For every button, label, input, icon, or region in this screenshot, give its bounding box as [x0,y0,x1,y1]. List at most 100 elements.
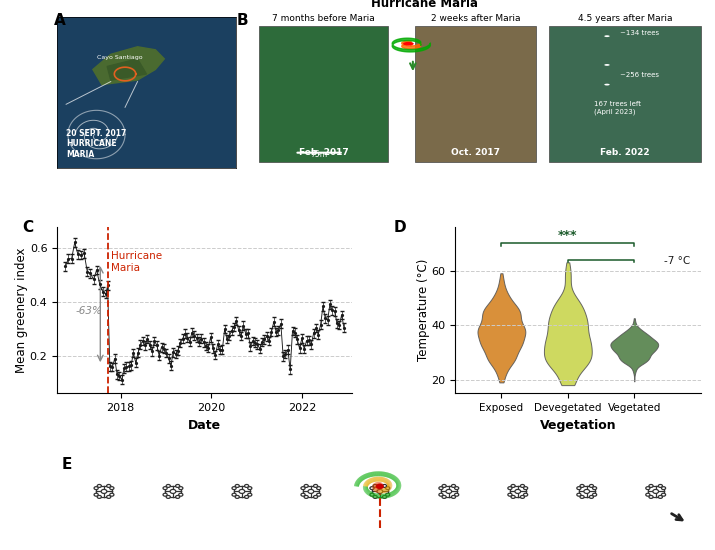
X-axis label: Vegetation: Vegetation [540,419,616,432]
Circle shape [521,485,525,487]
Circle shape [97,485,102,487]
Text: -63%: -63% [76,306,102,316]
Circle shape [589,496,593,498]
Circle shape [179,487,183,490]
Circle shape [101,490,107,493]
Text: ***: *** [558,229,578,242]
Text: C: C [21,220,33,235]
Circle shape [403,42,414,46]
Circle shape [239,490,245,493]
Circle shape [604,64,610,66]
Text: 75m: 75m [310,150,327,159]
Circle shape [247,487,252,490]
Text: Feb. 2022: Feb. 2022 [600,148,650,157]
Circle shape [376,483,384,489]
Circle shape [170,490,176,493]
Circle shape [455,487,459,490]
Circle shape [317,487,321,490]
Bar [259,26,388,162]
Circle shape [313,485,317,487]
Bar [415,26,536,162]
Circle shape [235,496,240,498]
Circle shape [508,493,512,496]
Text: 167 trees left
(April 2023): 167 trees left (April 2023) [593,101,641,115]
Circle shape [245,485,249,487]
Circle shape [589,485,593,487]
Circle shape [451,496,455,498]
Text: D: D [393,220,406,235]
Circle shape [593,493,596,496]
Circle shape [163,493,167,496]
Circle shape [313,496,317,498]
Circle shape [659,485,663,487]
Circle shape [232,487,236,490]
Circle shape [439,487,443,490]
Circle shape [235,485,240,487]
Text: 2 weeks after Maria: 2 weeks after Maria [430,14,520,23]
Y-axis label: Mean greenery index: Mean greenery index [15,248,29,373]
Circle shape [247,493,252,496]
Circle shape [646,493,650,496]
Circle shape [385,487,390,490]
Circle shape [304,485,308,487]
Circle shape [584,490,590,493]
Circle shape [373,485,378,487]
Circle shape [176,496,179,498]
Circle shape [166,485,170,487]
Circle shape [377,490,383,493]
Circle shape [370,487,374,490]
Circle shape [511,485,516,487]
Circle shape [107,496,111,498]
Circle shape [659,496,663,498]
Circle shape [511,496,516,498]
Circle shape [163,487,167,490]
Circle shape [439,493,443,496]
Circle shape [442,485,446,487]
Circle shape [604,84,610,85]
Circle shape [580,485,584,487]
Circle shape [451,485,455,487]
Circle shape [166,496,170,498]
Circle shape [301,487,305,490]
Y-axis label: Temperature (°C): Temperature (°C) [417,259,430,361]
Circle shape [580,496,584,498]
X-axis label: Date: Date [188,419,221,432]
Circle shape [109,493,114,496]
Circle shape [523,493,528,496]
Circle shape [109,487,114,490]
Text: Hurricane Maria: Hurricane Maria [370,0,478,10]
Text: Feb. 2017: Feb. 2017 [299,148,348,157]
Text: 7 months before Maria: 7 months before Maria [272,14,375,23]
Circle shape [179,493,183,496]
Circle shape [373,496,378,498]
Text: ~256 trees: ~256 trees [621,72,659,78]
Polygon shape [107,59,147,80]
Circle shape [661,493,666,496]
Circle shape [577,493,581,496]
Circle shape [107,485,111,487]
Bar [549,26,701,162]
Circle shape [508,487,512,490]
Text: Oct. 2017: Oct. 2017 [451,148,500,157]
Circle shape [97,496,102,498]
Circle shape [383,496,387,498]
Circle shape [245,496,249,498]
Text: ~134 trees: ~134 trees [621,30,659,36]
Circle shape [308,490,314,493]
Text: A: A [54,13,65,29]
Text: Hurricane
Maria: Hurricane Maria [112,251,162,273]
Text: Cayo Santiago: Cayo Santiago [97,55,142,60]
Circle shape [646,487,650,490]
Circle shape [593,487,596,490]
Circle shape [523,487,528,490]
Circle shape [232,493,236,496]
Text: E: E [61,458,72,472]
Circle shape [94,487,98,490]
Circle shape [317,493,321,496]
Circle shape [176,485,179,487]
Circle shape [383,485,387,487]
Circle shape [649,485,653,487]
Circle shape [301,493,305,496]
Circle shape [446,490,452,493]
Polygon shape [93,47,164,85]
